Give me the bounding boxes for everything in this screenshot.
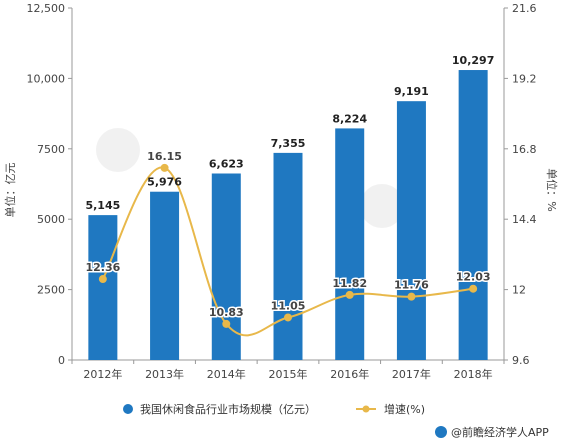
x-tick-label: 2014年 (207, 367, 246, 381)
growth-rate-point (345, 290, 354, 299)
y-tick-label: 5000 (37, 213, 65, 226)
growth-rate-label: 16.15 (147, 150, 182, 163)
y-tick-label: 7500 (37, 143, 65, 156)
growth-rate-point (222, 319, 231, 328)
bar-value-label: 10,297 (452, 54, 494, 67)
y2-axis-title: 单位：% (545, 168, 559, 211)
axes: 0 2500 5000 7500 10,000 12,500 9.6 12 14.4 16.8 19… (27, 2, 537, 381)
growth-rate-point (407, 292, 416, 301)
legend-line-dot (362, 405, 370, 413)
credit-text: @前瞻经济学人APP (451, 425, 549, 439)
y2-tick-label: 19.2 (512, 72, 537, 85)
growth-rate-point (98, 275, 107, 284)
y2-tick-label: 16.8 (512, 143, 537, 156)
credit: @前瞻经济学人APP (435, 425, 549, 439)
x-tick-label: 2018年 (454, 367, 493, 381)
bar-value-label: 7,355 (271, 137, 306, 150)
y-tick-label: 0 (58, 354, 65, 367)
line-series (98, 163, 478, 337)
growth-rate-line (101, 166, 474, 337)
growth-rate-point (160, 163, 169, 172)
legend-bar-label: 我国休闲食品行业市场规模（亿元） (140, 402, 316, 416)
growth-rate-label: 11.05 (271, 299, 306, 312)
x-tick-label: 2015年 (269, 367, 308, 381)
growth-rate-label: 12.36 (85, 261, 120, 274)
y2-tick-label: 14.4 (512, 213, 537, 226)
growth-rate-point (469, 284, 478, 293)
bar-value-label: 8,224 (332, 112, 367, 125)
x-tick-label: 2016年 (330, 367, 369, 381)
growth-rate-label: 12.03 (456, 271, 491, 284)
growth-rate-label: 11.82 (332, 277, 367, 290)
y-tick-label: 10,000 (27, 72, 66, 85)
bar (211, 173, 241, 360)
y2-tick-label: 12 (512, 284, 526, 297)
legend-line-label: 增速(%) (384, 402, 425, 416)
bar (88, 215, 118, 360)
data-labels: 5,145 5,976 6,623 7,355 8,224 9,191 10,297 12.3… (84, 54, 494, 320)
legend: 我国休闲食品行业市场规模（亿元） 增速(%) (123, 402, 425, 416)
bar (273, 152, 303, 360)
x-tick-label: 2017年 (392, 367, 431, 381)
bar-value-label: 5,145 (85, 199, 120, 212)
growth-rate-point (284, 313, 292, 322)
bar-value-label: 9,191 (394, 85, 429, 98)
bar-series (88, 70, 488, 361)
x-tick-label: 2013年 (145, 367, 184, 381)
bar (150, 191, 180, 360)
credit-logo-icon (435, 426, 447, 438)
bar (458, 70, 488, 361)
bar (335, 128, 365, 360)
x-tick-label: 2012年 (83, 367, 122, 381)
growth-rate-label: 11.76 (394, 279, 429, 292)
y-tick-label: 12,500 (27, 2, 66, 15)
bar (396, 101, 426, 360)
legend-bar-marker (123, 404, 133, 414)
bar-value-label: 5,976 (147, 176, 182, 189)
watermark (96, 128, 404, 228)
y-axis-title: 单位：亿元 (3, 163, 17, 218)
y2-tick-label: 9.6 (512, 354, 530, 367)
y-tick-label: 2500 (37, 284, 65, 297)
bar-value-label: 6,623 (209, 157, 244, 170)
growth-rate-label: 10.83 (209, 306, 244, 319)
y2-tick-label: 21.6 (512, 2, 537, 15)
